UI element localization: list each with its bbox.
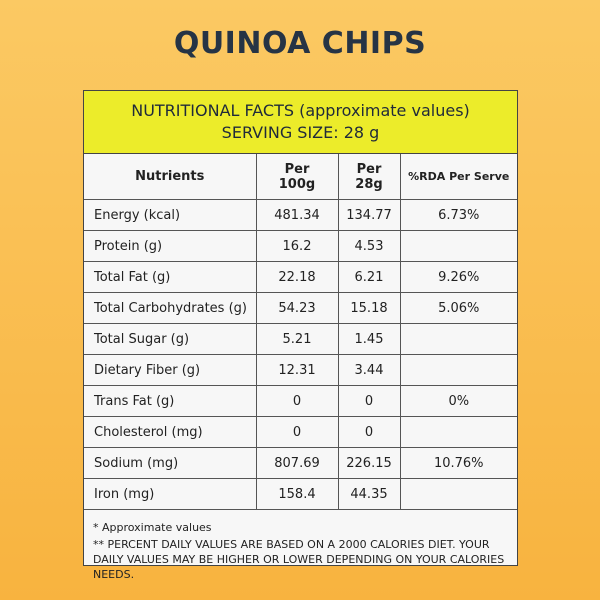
page-title: QUINOA CHIPS <box>173 26 427 61</box>
nutrient-name: Iron (mg) <box>84 478 257 510</box>
value-per-100g: 5.21 <box>255 323 339 355</box>
value-per-100g: 54.23 <box>255 292 339 324</box>
value-rda: 10.76% <box>399 447 517 479</box>
table-row: Iron (mg) 158.4 44.35 <box>84 478 517 510</box>
table-row: Cholesterol (mg) 0 0 <box>84 416 517 448</box>
table-row: Trans Fat (g) 0 0 0% <box>84 385 517 417</box>
value-per-28g: 3.44 <box>337 354 401 386</box>
value-rda <box>399 323 517 355</box>
value-per-28g: 1.45 <box>337 323 401 355</box>
table-row: Total Sugar (g) 5.21 1.45 <box>84 323 517 355</box>
table-row: Protein (g) 16.2 4.53 <box>84 230 517 262</box>
footnotes: * Approximate values ** PERCENT DAILY VA… <box>84 510 517 582</box>
banner-heading: NUTRITIONAL FACTS (approximate values) <box>131 101 470 120</box>
header-rda: %RDA Per Serve <box>399 154 517 200</box>
value-per-28g: 0 <box>337 416 401 448</box>
value-per-100g: 158.4 <box>255 478 339 510</box>
header-per-28g-line2: 28g <box>355 176 383 192</box>
table-row: Energy (kcal) 481.34 134.77 6.73% <box>84 199 517 231</box>
nutrient-name: Total Carbohydrates (g) <box>84 292 257 324</box>
nutrient-name: Cholesterol (mg) <box>84 416 257 448</box>
header-per-100g-line2: 100g <box>278 176 316 192</box>
value-per-100g: 807.69 <box>255 447 339 479</box>
value-per-100g: 0 <box>255 385 339 417</box>
nutrient-name: Protein (g) <box>84 230 257 262</box>
value-per-28g: 226.15 <box>337 447 401 479</box>
nutrient-name: Sodium (mg) <box>84 447 257 479</box>
header-per-28g: Per 28g <box>337 154 401 200</box>
table-row: Total Fat (g) 22.18 6.21 9.26% <box>84 261 517 293</box>
value-rda: 9.26% <box>399 261 517 293</box>
value-per-28g: 4.53 <box>337 230 401 262</box>
value-rda: 5.06% <box>399 292 517 324</box>
header-per-100g: Per 100g <box>255 154 339 200</box>
value-rda: 0% <box>399 385 517 417</box>
serving-size: SERVING SIZE: 28 g <box>221 123 380 142</box>
value-per-100g: 12.31 <box>255 354 339 386</box>
value-rda <box>399 354 517 386</box>
footnote-daily-values: ** PERCENT DAILY VALUES ARE BASED ON A 2… <box>93 538 505 581</box>
value-per-28g: 44.35 <box>337 478 401 510</box>
header-per-100g-line1: Per <box>284 161 310 177</box>
header-per-28g-line1: Per <box>356 161 382 177</box>
value-rda: 6.73% <box>399 199 517 231</box>
value-rda <box>399 478 517 510</box>
nutrition-banner: NUTRITIONAL FACTS (approximate values) S… <box>84 91 517 154</box>
nutrient-name: Total Sugar (g) <box>84 323 257 355</box>
nutrition-table: Nutrients Per 100g Per 28g %RDA Per Serv… <box>84 154 517 510</box>
footnote-approximate: * Approximate values <box>93 521 212 534</box>
value-per-100g: 22.18 <box>255 261 339 293</box>
table-row: Sodium (mg) 807.69 226.15 10.76% <box>84 447 517 479</box>
value-rda <box>399 230 517 262</box>
value-rda <box>399 416 517 448</box>
value-per-28g: 6.21 <box>337 261 401 293</box>
nutrient-name: Trans Fat (g) <box>84 385 257 417</box>
nutrient-name: Energy (kcal) <box>84 199 257 231</box>
value-per-100g: 481.34 <box>255 199 339 231</box>
nutrition-card: NUTRITIONAL FACTS (approximate values) S… <box>83 90 518 581</box>
header-nutrients: Nutrients <box>84 154 257 200</box>
value-per-100g: 0 <box>255 416 339 448</box>
value-per-28g: 134.77 <box>337 199 401 231</box>
nutrient-name: Total Fat (g) <box>84 261 257 293</box>
table-header-row: Nutrients Per 100g Per 28g %RDA Per Serv… <box>84 154 517 200</box>
value-per-28g: 15.18 <box>337 292 401 324</box>
table-row: Dietary Fiber (g) 12.31 3.44 <box>84 354 517 386</box>
value-per-28g: 0 <box>337 385 401 417</box>
nutrient-name: Dietary Fiber (g) <box>84 354 257 386</box>
table-row: Total Carbohydrates (g) 54.23 15.18 5.06% <box>84 292 517 324</box>
value-per-100g: 16.2 <box>255 230 339 262</box>
